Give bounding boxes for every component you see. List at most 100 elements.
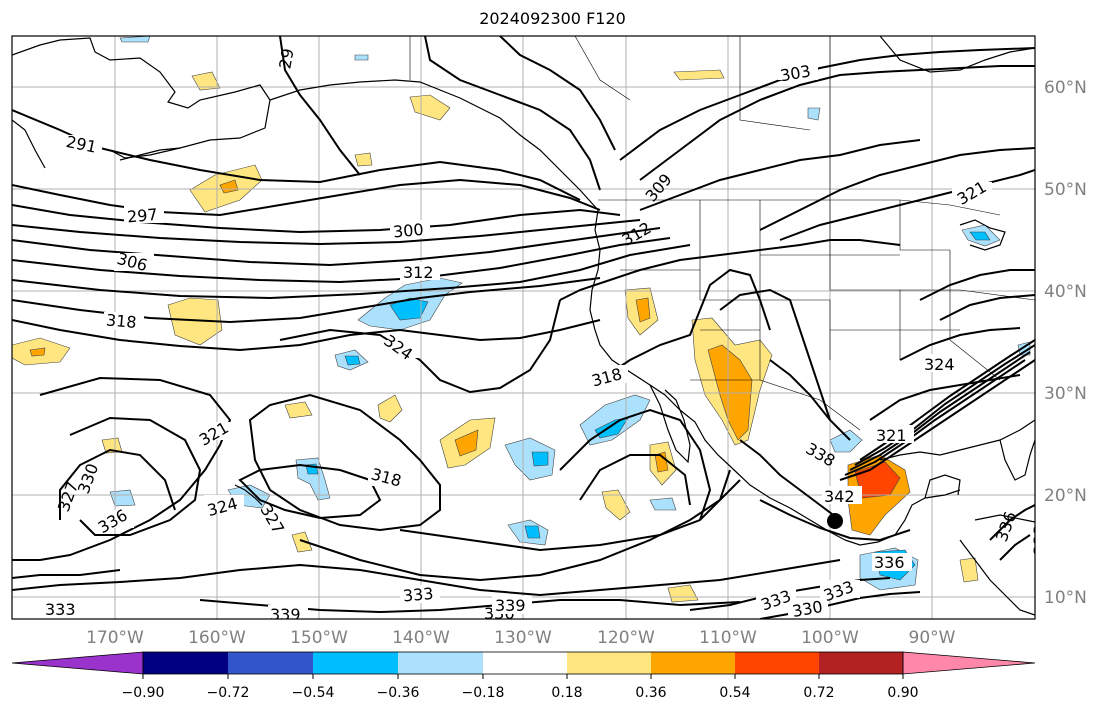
colorbar-swatch <box>651 652 735 674</box>
lon-label: 140°W <box>392 628 450 648</box>
negative-shading <box>531 451 549 467</box>
map-title: 2024092300 F120 <box>479 9 626 28</box>
contour-label: 318 <box>105 310 137 332</box>
longitude-labels: 170°W 160°W 150°W 140°W 130°W 120°W 110°… <box>86 628 956 648</box>
negative-shading <box>389 297 429 321</box>
florida <box>999 439 1035 481</box>
lon-label: 90°W <box>909 628 956 648</box>
contour-label: 330 <box>791 597 824 621</box>
positive-shading <box>191 71 221 91</box>
colorbar-swatch <box>313 652 398 674</box>
lat-label: 30°N <box>1044 384 1087 404</box>
aleutians <box>119 147 181 161</box>
positive-shading <box>291 531 313 553</box>
lon-label: 130°W <box>494 628 552 648</box>
contour-label: 339 <box>495 596 526 615</box>
lon-label: 120°W <box>597 628 655 648</box>
colorbar-swatch <box>483 652 567 674</box>
negative-shading <box>649 497 677 511</box>
hudson <box>879 36 1035 73</box>
lon-label: 170°W <box>86 628 144 648</box>
colorbar-tick-label: −0.36 <box>377 685 420 701</box>
colorbar-extend-low <box>11 651 144 675</box>
positive-shading <box>601 489 631 521</box>
negative-shading <box>504 437 556 481</box>
colorbar-swatch <box>398 652 483 674</box>
colorbar-swatch <box>819 652 903 674</box>
colorbar-tick-label: 0.54 <box>719 685 750 701</box>
political-borders <box>409 36 1035 431</box>
negative-shading <box>829 429 863 453</box>
contour-label: 324 <box>924 355 955 374</box>
positive-shading <box>377 394 403 423</box>
yucatan <box>924 474 961 499</box>
positive-shading <box>29 347 46 357</box>
kamchatka <box>12 119 46 169</box>
lat-label: 20°N <box>1044 486 1087 506</box>
colorbar-tick-label: −0.72 <box>207 685 250 701</box>
negative-shading <box>119 36 151 43</box>
colorbar: −0.90 −0.72 −0.54 −0.36 −0.18 0.18 0.36 … <box>11 651 1036 701</box>
negative-shading <box>524 525 541 539</box>
colorbar-swatch <box>143 652 228 674</box>
alaska-north <box>269 79 599 211</box>
contour-label: 29 <box>275 47 297 70</box>
positive-shading <box>959 557 979 583</box>
gulf-coast <box>844 489 961 546</box>
positive-shading <box>354 152 373 167</box>
contour-label: 342 <box>824 487 855 506</box>
contour-label: 300 <box>392 220 424 242</box>
lon-label: 160°W <box>188 628 246 648</box>
colorbar-tick-label: 0.36 <box>635 685 666 701</box>
contour-label: 333 <box>1030 524 1049 555</box>
colorbar-extend-high <box>902 651 1036 675</box>
negative-shading <box>354 54 369 61</box>
colorbar-tick-label: 0.18 <box>551 685 582 701</box>
positive-shading <box>635 297 651 323</box>
gulf-of-mexico <box>879 419 1035 461</box>
positive-shading <box>673 69 725 81</box>
storm-center-marker <box>827 513 843 529</box>
map-frame <box>11 35 1036 620</box>
colorbar-tick-label: −0.54 <box>292 685 335 701</box>
contour-label: 297 <box>126 205 158 227</box>
positive-shading <box>654 451 669 473</box>
negative-shading <box>109 489 136 507</box>
lon-label: 100°W <box>801 628 859 648</box>
lon-label: 110°W <box>699 628 757 648</box>
negative-shading <box>344 355 361 366</box>
colorbar-swatch <box>228 652 313 674</box>
positive-shading <box>167 297 223 346</box>
colorbar-swatch <box>735 652 819 674</box>
positive-shading <box>409 94 451 121</box>
contour-label: 339 <box>270 605 301 624</box>
contour-label: 333 <box>45 600 76 619</box>
latitude-labels: 60°N 50°N 40°N 30°N 20°N 10°N <box>1044 78 1087 608</box>
lat-label: 10°N <box>1044 588 1087 608</box>
positive-shading <box>219 179 239 194</box>
contour-label: 321 <box>876 426 907 445</box>
hawaii <box>234 484 263 506</box>
colorbar-tick-label: 0.90 <box>887 685 918 701</box>
lat-label: 50°N <box>1044 180 1087 200</box>
lat-label: 60°N <box>1044 78 1087 98</box>
central-america <box>959 539 1035 616</box>
bc-coast <box>589 209 846 541</box>
negative-shading <box>594 417 629 439</box>
positive-shading <box>454 429 479 457</box>
great-lakes <box>959 219 1006 251</box>
alaska-coast <box>12 37 271 159</box>
colorbar-tick-label: −0.18 <box>462 685 505 701</box>
lon-label: 150°W <box>290 628 348 648</box>
contour-label: 333 <box>402 584 434 606</box>
coastlines <box>12 36 1035 616</box>
map-panel: 291 297 300 306 312 318 324 321 318 330 … <box>12 36 1049 624</box>
negative-shading <box>807 107 821 121</box>
negative-shading <box>969 231 991 241</box>
contour-label: 312 <box>403 263 434 282</box>
lat-label: 40°N <box>1044 282 1087 302</box>
contour-label: 336 <box>874 553 905 572</box>
colorbar-tick-label: 0.72 <box>803 685 834 701</box>
colorbar-swatch <box>567 652 651 674</box>
